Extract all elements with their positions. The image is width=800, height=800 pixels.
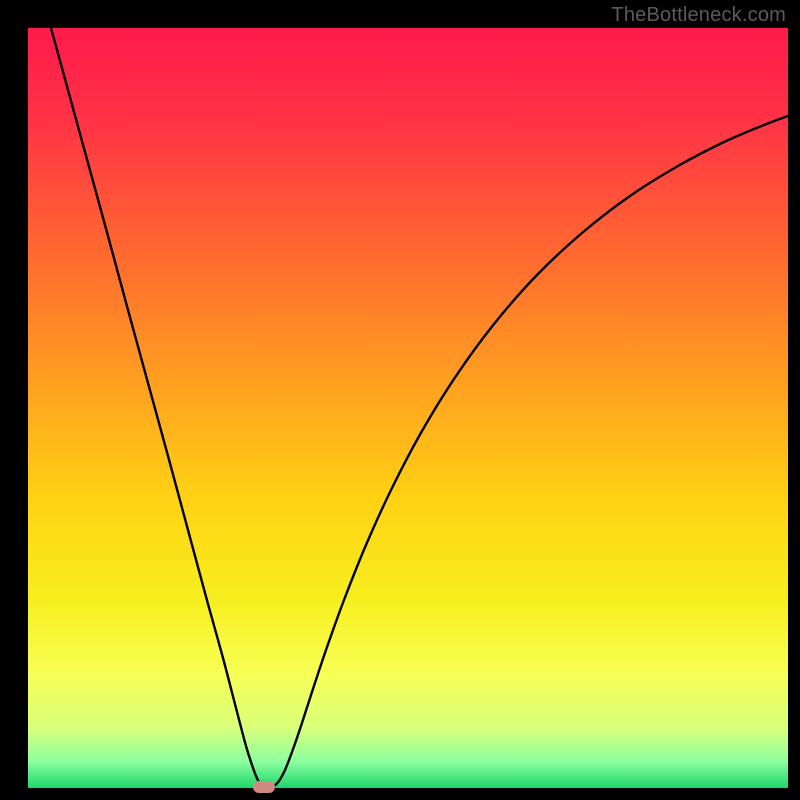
plot-area [28, 28, 788, 788]
min-marker [253, 781, 275, 793]
curve-path [51, 28, 788, 788]
watermark-text: TheBottleneck.com [611, 4, 786, 27]
bottleneck-curve [28, 28, 788, 788]
chart-frame [0, 0, 800, 800]
